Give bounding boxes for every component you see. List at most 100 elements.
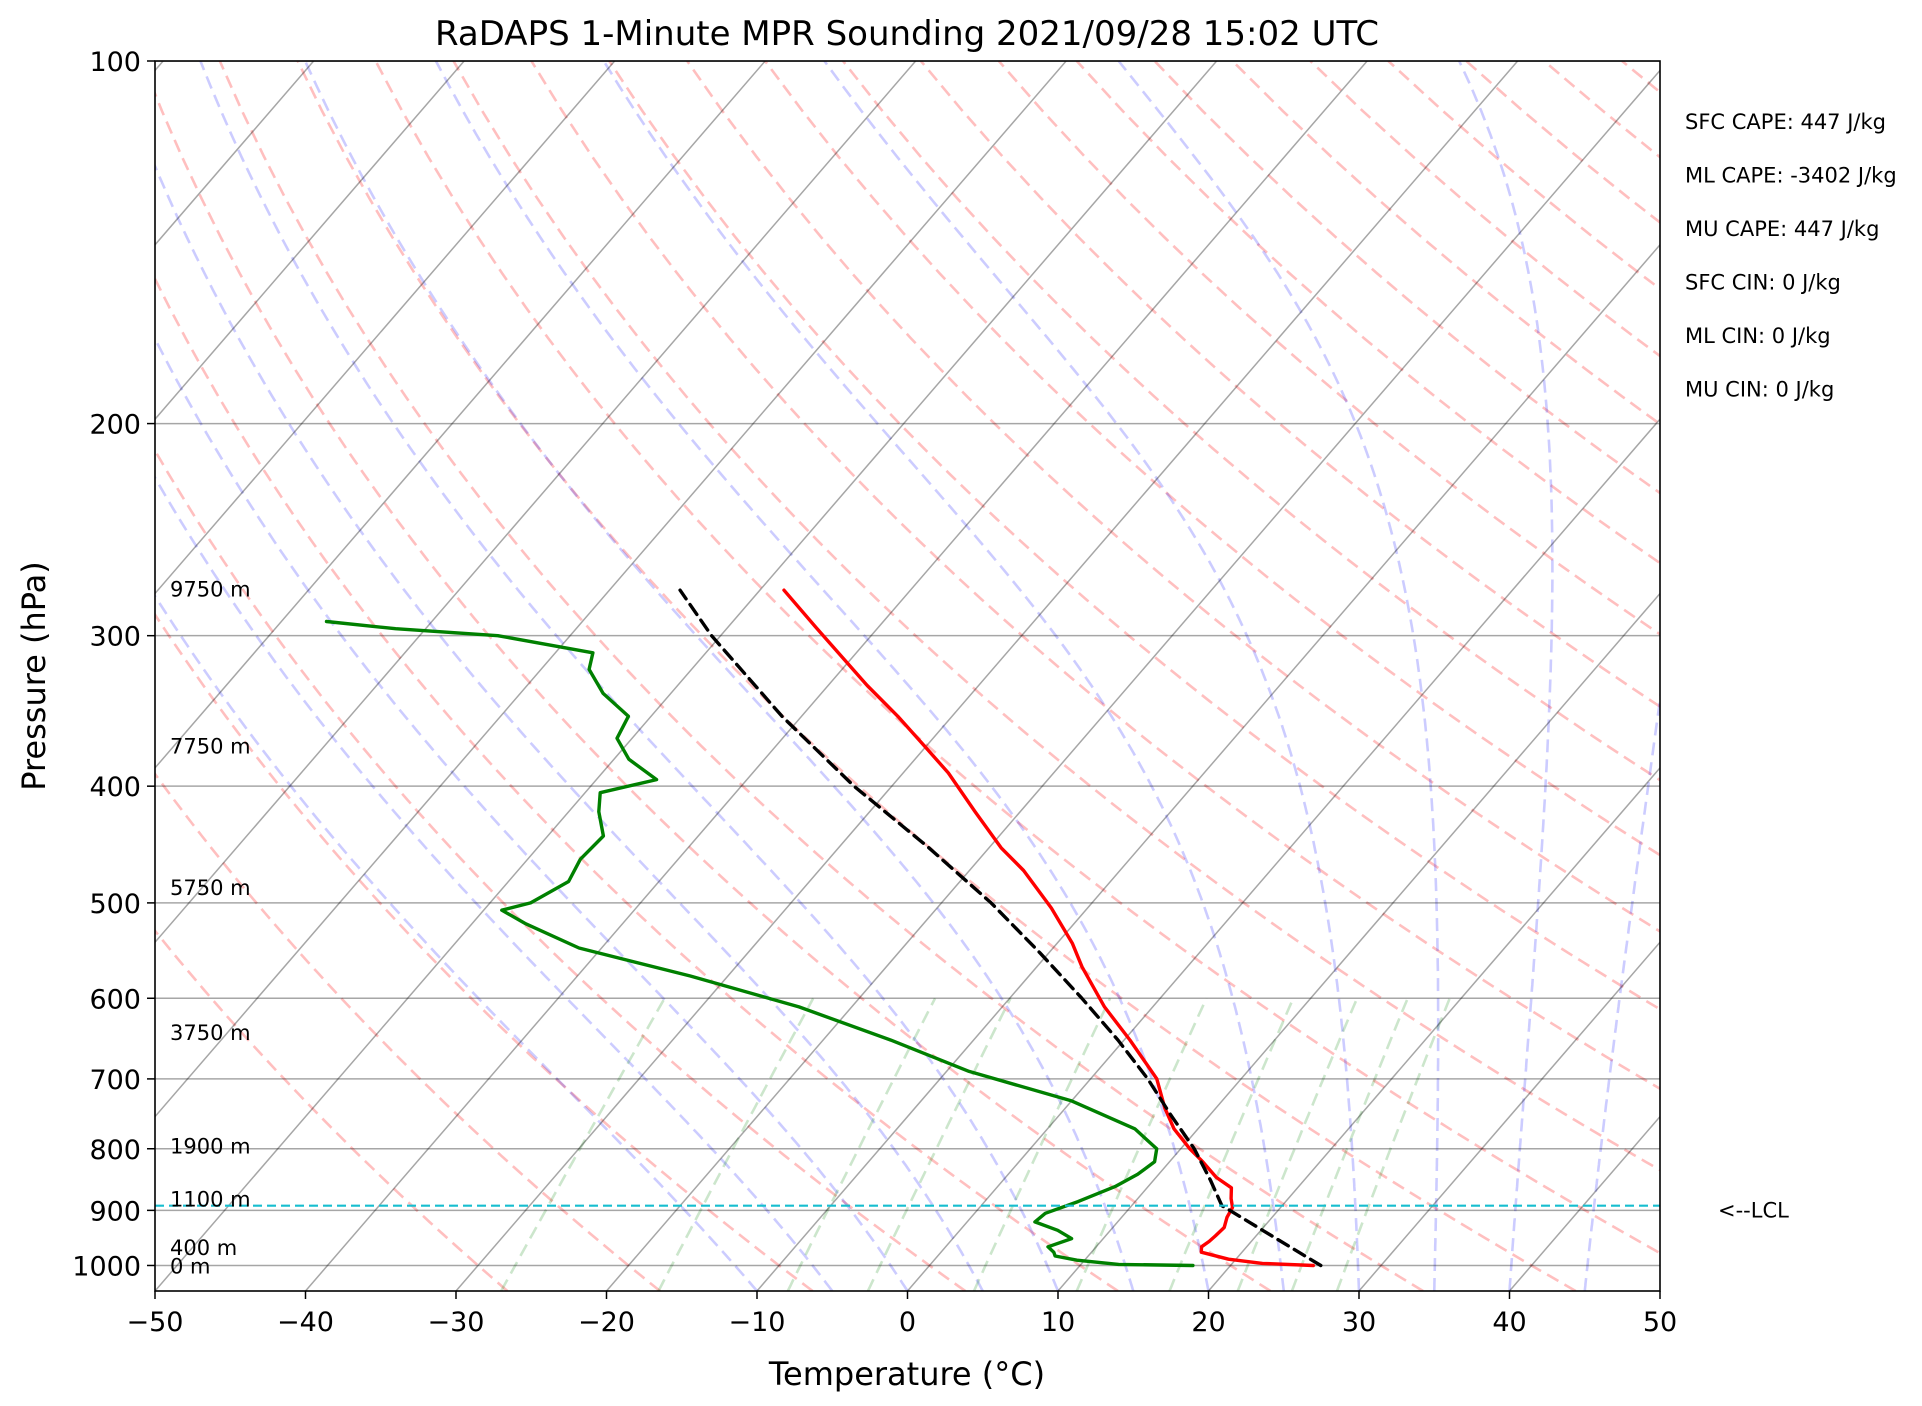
y-tick-label: 100 xyxy=(89,47,141,78)
y-tick-label: 300 xyxy=(89,622,141,653)
dry-adiabat xyxy=(374,61,1660,1255)
dry-adiabat xyxy=(218,61,1424,1291)
dry-adiabat xyxy=(686,61,1660,933)
x-tick-label: 20 xyxy=(1191,1307,1225,1338)
y-axis-ticks: 100 200 300 400 500 600 700 800 900 1000 xyxy=(72,47,155,1282)
moist-adiabat xyxy=(602,61,1286,1291)
dry-adiabat xyxy=(1387,61,1660,291)
isotherm xyxy=(1659,1289,1660,1291)
y-tick-label: 800 xyxy=(89,1135,141,1166)
stats-panel: SFC CAPE: 447 J/kg ML CAPE: -3402 J/kg MU … xyxy=(1685,110,1897,402)
isotherm xyxy=(906,418,1660,1291)
mixing-ratio-line xyxy=(657,997,815,1291)
mixing-ratio-line xyxy=(866,997,1012,1291)
dry-adiabat xyxy=(919,61,1660,709)
height-label: 1900 m xyxy=(170,1134,251,1158)
dry-adiabat xyxy=(1309,61,1660,358)
dry-adiabat xyxy=(1465,61,1660,225)
stat-line: MU CIN: 0 J/kg xyxy=(1685,378,1834,402)
height-label: 1100 m xyxy=(170,1188,251,1212)
mixing-ratio-line xyxy=(786,997,937,1291)
dry-adiabat xyxy=(296,61,1577,1291)
mixing-ratio-line xyxy=(1236,997,1359,1291)
stat-line: SFC CAPE: 447 J/kg xyxy=(1685,110,1886,134)
lcl-label: <--LCL xyxy=(1718,1199,1789,1223)
dry-adiabat xyxy=(764,61,1660,857)
x-tick-label: 0 xyxy=(899,1307,916,1338)
isotherm xyxy=(756,243,1660,1291)
y-tick-label: 400 xyxy=(89,772,141,803)
dry-adiabat xyxy=(452,61,1660,1172)
temperature-line xyxy=(782,588,1315,1268)
isotherm xyxy=(155,61,616,595)
dry-adiabat xyxy=(997,61,1660,636)
x-tick-label: 40 xyxy=(1492,1307,1526,1338)
moist-adiabat xyxy=(155,335,909,1291)
dry-adiabat xyxy=(1621,61,1660,94)
isotherm xyxy=(1358,941,1660,1291)
y-tick-label: 700 xyxy=(89,1065,141,1096)
dry-adiabat xyxy=(155,928,509,1291)
dry-adiabat xyxy=(155,90,1272,1291)
background-reference-lines xyxy=(155,61,1922,1291)
moist-adiabat xyxy=(434,61,1210,1291)
stat-line: MU CAPE: 447 J/kg xyxy=(1685,217,1879,241)
sounding-profiles xyxy=(324,588,1323,1268)
dry-adiabat xyxy=(1856,61,1922,1291)
mixing-ratio-line xyxy=(972,997,1112,1291)
x-tick-label: −20 xyxy=(578,1307,635,1338)
y-tick-label: 1000 xyxy=(72,1251,141,1282)
height-label: 7750 m xyxy=(170,734,251,758)
x-tick-label: 30 xyxy=(1342,1307,1376,1338)
isotherm xyxy=(155,61,1067,1118)
x-tick-label: 10 xyxy=(1041,1307,1075,1338)
isotherm xyxy=(304,61,1368,1291)
mixing-ratio-line xyxy=(1168,997,1295,1291)
moist-adiabat xyxy=(155,593,758,1291)
chart-title: RaDAPS 1-Minute MPR Sounding 2021/09/28 … xyxy=(435,14,1379,54)
moist-adiabat xyxy=(1458,61,1554,1291)
isotherm xyxy=(155,61,917,944)
height-label: 400 m xyxy=(170,1236,237,1260)
mixing-ratio-line xyxy=(1335,997,1451,1291)
dry-adiabat xyxy=(608,61,1660,1011)
dry-adiabat xyxy=(155,771,661,1291)
dry-adiabat xyxy=(1543,61,1660,159)
x-tick-label: −30 xyxy=(428,1307,485,1338)
stat-line: ML CIN: 0 J/kg xyxy=(1685,324,1831,348)
mixing-ratio-line xyxy=(1290,997,1409,1291)
isotherm xyxy=(1207,766,1660,1291)
moist-adiabat xyxy=(155,162,984,1291)
isotherm xyxy=(1057,592,1660,1291)
moist-adiabat xyxy=(823,61,1361,1291)
y-tick-label: 600 xyxy=(89,984,141,1015)
x-axis-ticks: −50 −40 −30 −20 −10 0 10 20 30 40 50 xyxy=(127,1291,1677,1338)
moist-adiabat xyxy=(155,475,834,1291)
x-tick-label: −40 xyxy=(277,1307,334,1338)
height-label: 5750 m xyxy=(170,876,251,900)
x-axis-label: Temperature (°C) xyxy=(768,1355,1045,1393)
plot-overlay: <--LCL xyxy=(155,1199,1789,1223)
x-tick-label: 50 xyxy=(1643,1307,1677,1338)
dry-adiabat xyxy=(1231,61,1660,426)
dry-adiabat xyxy=(1700,61,1922,1291)
moist-adiabat xyxy=(1583,689,1660,1291)
moist-adiabat xyxy=(199,61,1060,1291)
y-tick-label: 200 xyxy=(89,410,141,441)
dry-adiabat xyxy=(841,61,1660,782)
parcel-line xyxy=(678,588,1323,1268)
isotherm xyxy=(1508,1115,1660,1291)
isotherm xyxy=(155,61,766,770)
isotherm xyxy=(155,61,465,421)
isotherm xyxy=(155,61,1218,1291)
dry-adiabat xyxy=(530,61,1660,1091)
dry-adiabat xyxy=(155,275,1119,1291)
height-label: 9750 m xyxy=(170,577,251,601)
stat-line: SFC CIN: 0 J/kg xyxy=(1685,271,1841,295)
dewpoint-line xyxy=(324,619,1195,1268)
moist-adiabat xyxy=(303,61,1135,1291)
mixing-ratio-line xyxy=(500,997,666,1291)
dry-adiabat xyxy=(1778,61,1922,1291)
